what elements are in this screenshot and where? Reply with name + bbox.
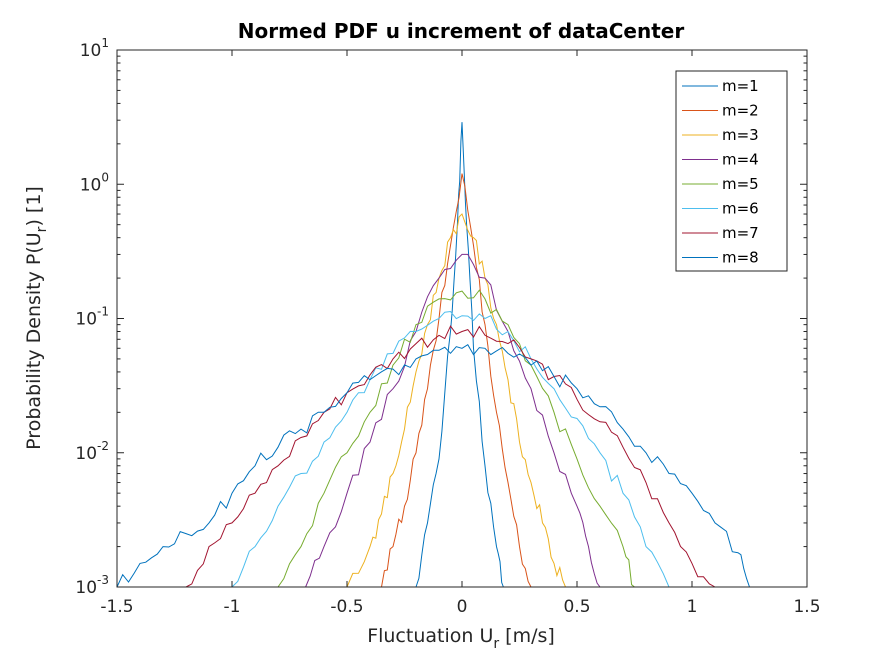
series-line-m7 xyxy=(185,325,716,588)
legend-label: m=3 xyxy=(722,126,759,144)
legend-label: m=1 xyxy=(722,77,759,95)
x-axis-label: Fluctuation Ur [m/s] xyxy=(367,625,555,652)
x-tick-label: 1.5 xyxy=(793,597,820,617)
legend-label: m=5 xyxy=(722,175,759,193)
x-tick-label: 0 xyxy=(457,597,468,617)
x-tick-label: -1.5 xyxy=(100,597,133,617)
series-lines xyxy=(116,122,750,588)
legend-label: m=8 xyxy=(722,249,759,267)
x-tick-label: 0.5 xyxy=(563,597,590,617)
legend-label: m=2 xyxy=(722,102,759,120)
y-tick-label: 100 xyxy=(80,170,109,195)
series-line-m5 xyxy=(277,289,635,588)
series-line-m3 xyxy=(346,213,566,588)
legend-label: m=7 xyxy=(722,224,759,242)
series-line-m1 xyxy=(415,122,504,588)
x-axis-ticks: -1.5 -1 -0.5 0 0.5 1 1.5 xyxy=(100,50,821,617)
y-tick-label: 101 xyxy=(80,36,109,61)
series-line-m6 xyxy=(231,310,670,588)
y-axis-ticks: 101 100 10-1 10-2 10-3 xyxy=(75,36,807,598)
y-tick-label: 10-1 xyxy=(75,305,109,330)
legend-label: m=6 xyxy=(722,200,759,218)
y-axis-label: Probability Density P(Ur) [1] xyxy=(23,186,50,450)
legend-items: m=1 m=2 m=3 m=4 m=5 m=6 m=7 m=8 xyxy=(682,77,759,267)
series-line-m4 xyxy=(305,253,601,588)
x-tick-label: -1 xyxy=(224,597,241,617)
x-tick-label: 1 xyxy=(687,597,698,617)
legend-label: m=4 xyxy=(722,151,759,169)
legend: m=1 m=2 m=3 m=4 m=5 m=6 m=7 m=8 xyxy=(675,70,788,272)
series-line-m2 xyxy=(381,173,532,588)
plot-area: -1.5 -1 -0.5 0 0.5 1 1.5 101 100 10-1 10-2 10-3 xyxy=(75,36,820,617)
y-tick-label: 10-3 xyxy=(75,573,109,598)
legend-box xyxy=(675,70,788,272)
series-line-m8 xyxy=(116,344,750,588)
x-tick-label: -0.5 xyxy=(330,597,363,617)
chart-title: Normed PDF u increment of dataCenter xyxy=(238,19,685,43)
y-tick-label: 10-2 xyxy=(75,439,109,464)
